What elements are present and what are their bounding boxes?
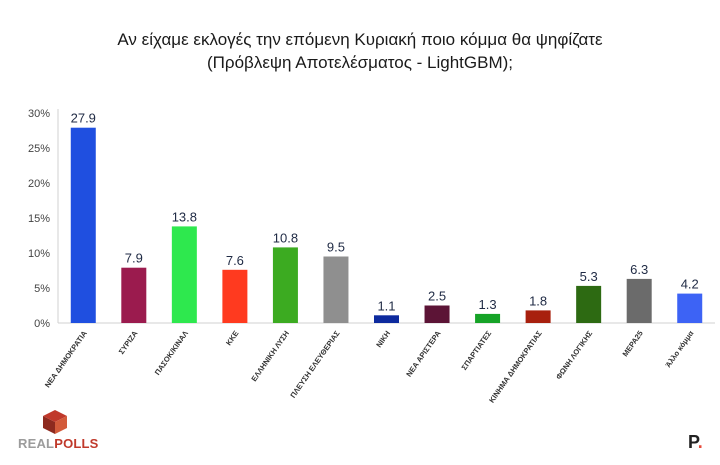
bar xyxy=(323,256,349,323)
realpolls-logo-text-polls: POLLS xyxy=(54,436,99,451)
data-label: 1.8 xyxy=(529,293,547,308)
x-tick-label: ΚΚΕ xyxy=(224,329,240,347)
p-logo-letter: P xyxy=(688,432,698,452)
data-label: 1.1 xyxy=(377,298,395,313)
x-tick-label: Άλλο κόμμα xyxy=(664,329,696,369)
data-label: 13.8 xyxy=(172,209,197,224)
realpolls-logo-text-real: REAL xyxy=(18,436,55,451)
x-tick-label: ΦΩΝΗ ΛΟΓΙΚΗΣ xyxy=(554,329,595,382)
realpolls-logo-text: REALPOLLS xyxy=(18,436,99,451)
data-label: 1.3 xyxy=(479,297,497,312)
data-label: 7.9 xyxy=(125,251,143,266)
x-tick-label: ΠΛΕΥΣΗ ΕΛΕΥΘΕΡΙΑΣ xyxy=(288,329,342,400)
x-tick-label: ΣΥΡΙΖΑ xyxy=(117,329,140,356)
chart-title-line-2: (Πρόβλεψη Αποτελέσματος - LightGBM); xyxy=(206,53,513,72)
realpolls-logo: REALPOLLS xyxy=(18,408,108,456)
x-tick-label: ΠΑΣΟΚ/ΚΙΝΑΛ xyxy=(153,329,190,377)
x-tick-label: ΝΕΑ ΔΗΜΟΚΡΑΤΙΑ xyxy=(43,329,89,390)
x-tick-label: ΣΠΑΡΤΙΑΤΕΣ xyxy=(460,329,494,372)
x-tick-label: ΕΛΛΗΝΙΚΗ ΛΥΣΗ xyxy=(249,329,291,383)
y-tick-label: 20% xyxy=(28,178,50,190)
bar xyxy=(576,285,602,323)
bar xyxy=(70,127,96,323)
y-tick-label: 5% xyxy=(34,283,50,295)
p-logo-dot: . xyxy=(697,432,703,452)
p-logo: P. xyxy=(688,432,703,453)
data-label: 27.9 xyxy=(71,111,96,126)
data-label: 6.3 xyxy=(630,262,648,277)
y-tick-label: 30% xyxy=(28,108,50,120)
bar xyxy=(272,247,298,323)
data-label: 2.5 xyxy=(428,289,446,304)
data-label: 9.5 xyxy=(327,240,345,255)
bar xyxy=(525,310,551,323)
bar xyxy=(374,315,399,323)
data-label: 5.3 xyxy=(580,269,598,284)
bar xyxy=(475,313,501,323)
x-tick-label: ΜΕΡΑ25 xyxy=(621,329,645,358)
y-tick-label: 0% xyxy=(34,318,50,330)
data-label: 7.6 xyxy=(226,253,244,268)
x-tick-label: ΝΕΑ ΑΡΙΣΤΕΡΑ xyxy=(404,329,443,379)
bar xyxy=(626,278,652,323)
data-label: 10.8 xyxy=(273,230,298,245)
data-label: 4.2 xyxy=(681,277,699,292)
y-tick-label: 10% xyxy=(28,248,50,260)
bar xyxy=(677,293,703,323)
bar xyxy=(424,305,450,323)
bar xyxy=(171,226,197,323)
x-tick-label: ΚΙΝΗΜΑ ΔΗΜΟΚΡΑΤΙΑΣ xyxy=(487,329,544,405)
bar xyxy=(121,267,147,323)
y-tick-label: 25% xyxy=(28,143,50,155)
bar xyxy=(222,269,248,323)
x-tick-label: ΝΙΚΗ xyxy=(374,329,392,349)
chart-title-line-1: Αν είχαμε εκλογές την επόμενη Κυριακή πο… xyxy=(117,30,603,49)
chart-title: Αν είχαμε εκλογές την επόμενη Κυριακή πο… xyxy=(0,28,720,74)
y-tick-label: 15% xyxy=(28,213,50,225)
realpolls-logo-icon xyxy=(43,410,67,434)
